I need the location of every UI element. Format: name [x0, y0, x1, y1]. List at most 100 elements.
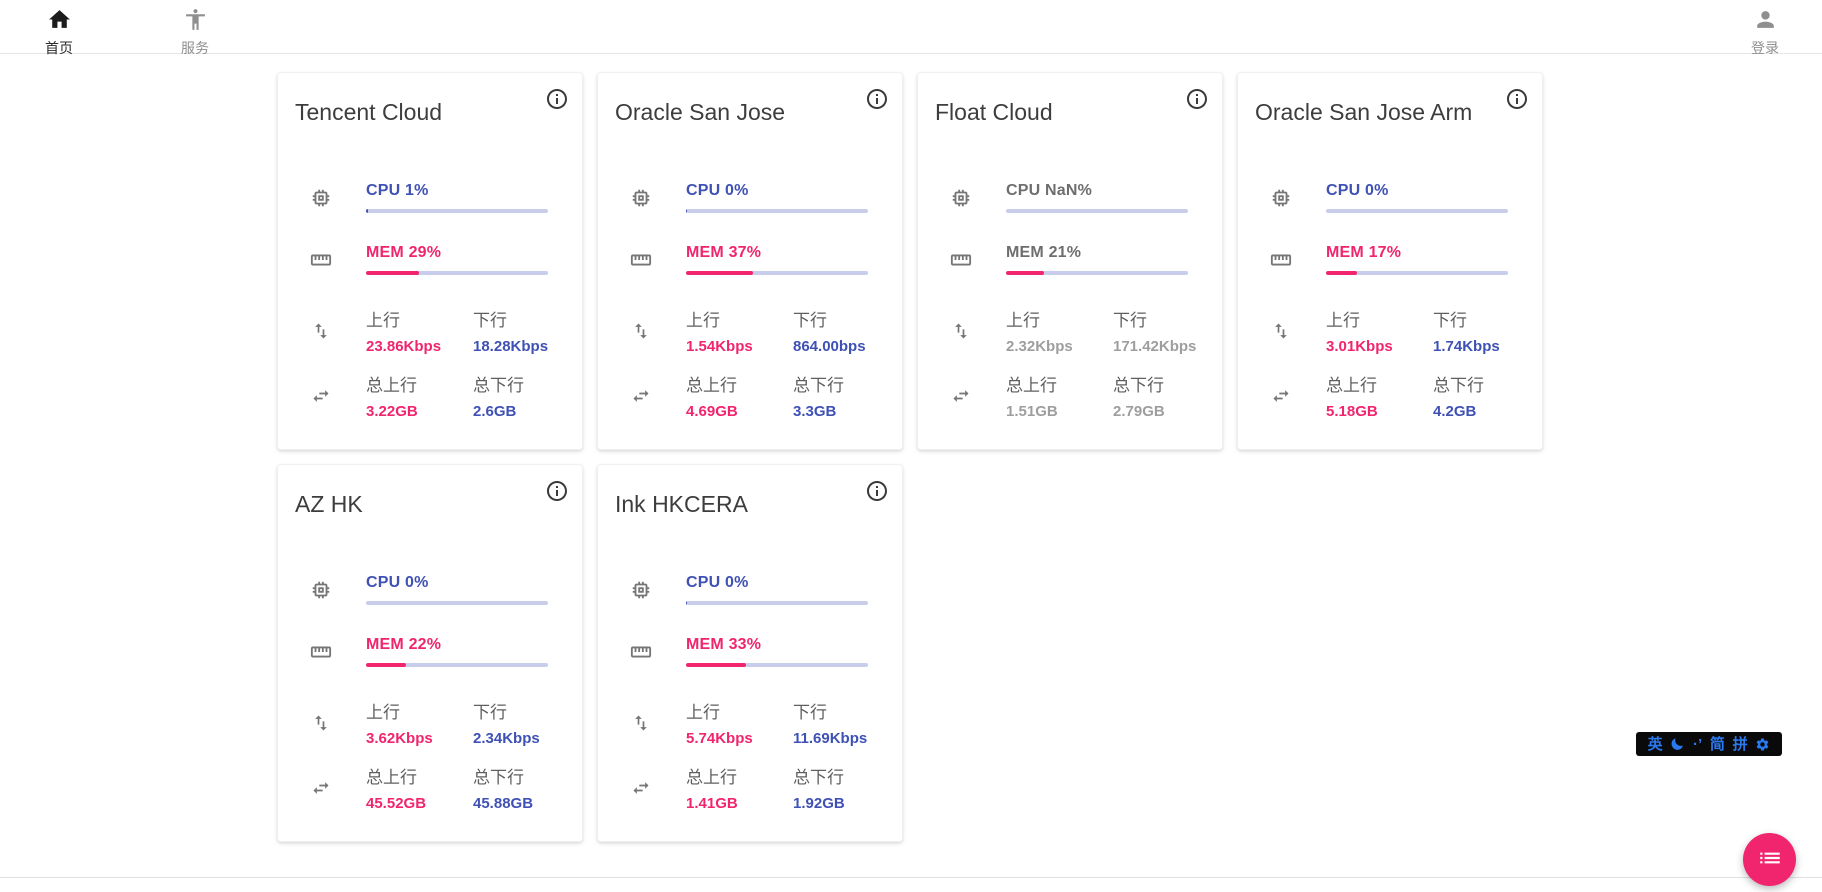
- server-list-fab[interactable]: [1743, 833, 1796, 886]
- total-upload-label: 总上行: [366, 376, 417, 395]
- speed-row: 上行 3.62Kbps 下行 2.34Kbps: [278, 698, 582, 747]
- info-button[interactable]: [865, 479, 889, 503]
- mem-progress-track: [366, 663, 548, 667]
- info-button[interactable]: [545, 87, 569, 111]
- total-download-label: 总下行: [793, 768, 844, 787]
- cpu-progress-track: [366, 209, 548, 213]
- memory-ruler-icon: [303, 249, 339, 271]
- mem-progress-track: [366, 271, 548, 275]
- ime-simplified-toggle[interactable]: 简: [1709, 735, 1725, 753]
- total-upload-value: 4.69GB: [686, 403, 738, 420]
- main-content: Tencent Cloud CPU 1%: [0, 54, 1822, 842]
- upload-speed-value: 3.01Kbps: [1326, 338, 1393, 355]
- cpu-row: CPU NaN%: [918, 182, 1222, 213]
- mem-usage-label: MEM 21%: [1006, 244, 1082, 261]
- footer-divider: [0, 877, 1822, 878]
- download-speed-value: 2.34Kbps: [473, 730, 540, 747]
- info-button[interactable]: [865, 87, 889, 111]
- ime-punctuation-toggle[interactable]: ·’: [1693, 735, 1703, 753]
- memory-ruler-icon: [623, 641, 659, 663]
- navbar-right-group: 登录: [1742, 0, 1788, 56]
- upload-label: 上行: [366, 703, 400, 722]
- info-icon: [865, 89, 889, 114]
- ime-english-toggle[interactable]: 英: [1647, 735, 1663, 753]
- server-card-stats: CPU 0% MEM 22%: [278, 574, 582, 812]
- top-navbar: 首页 服务 登录: [0, 0, 1822, 56]
- server-card-stats: CPU 0% MEM 37%: [598, 182, 902, 420]
- total-download-label: 总下行: [1113, 376, 1164, 395]
- server-card-title: Oracle San Jose: [615, 99, 786, 125]
- ime-pinyin-toggle[interactable]: 拼: [1732, 735, 1748, 753]
- server-card-stats: CPU 1% MEM 29%: [278, 182, 582, 420]
- nav-item-home[interactable]: 首页: [36, 0, 82, 56]
- info-button[interactable]: [1185, 87, 1209, 111]
- total-download-label: 总下行: [1433, 376, 1484, 395]
- mem-usage-label: MEM 17%: [1326, 244, 1402, 261]
- cpu-chip-icon: [303, 579, 339, 601]
- server-card-title: AZ HK: [295, 491, 363, 517]
- server-card: Oracle San Jose CPU 0%: [597, 72, 903, 450]
- person-icon: [1753, 7, 1778, 37]
- upload-label: 上行: [686, 703, 720, 722]
- server-card: Float Cloud CPU NaN%: [917, 72, 1223, 450]
- cpu-row: CPU 0%: [598, 182, 902, 213]
- mem-row: MEM 37%: [598, 244, 902, 275]
- cpu-chip-icon: [623, 579, 659, 601]
- list-icon: [1757, 845, 1783, 874]
- cpu-usage-label: CPU 0%: [686, 182, 749, 199]
- mem-progress-track: [686, 271, 868, 275]
- cpu-row: CPU 1%: [278, 182, 582, 213]
- server-card-title: Float Cloud: [935, 99, 1053, 125]
- server-card-title: Tencent Cloud: [295, 99, 443, 125]
- cpu-bar-fill: [366, 209, 368, 213]
- total-download-value: 45.88GB: [473, 795, 534, 812]
- mem-usage-label: MEM 33%: [686, 636, 762, 653]
- nav-item-login-label: 登录: [1751, 40, 1779, 56]
- server-card: Tencent Cloud CPU 1%: [277, 72, 583, 450]
- total-download-value: 2.79GB: [1113, 403, 1165, 420]
- cpu-chip-icon: [943, 187, 979, 209]
- gear-icon[interactable]: [1755, 737, 1770, 752]
- upload-label: 上行: [366, 311, 400, 330]
- navbar-left-group: 首页 服务: [36, 0, 218, 56]
- cpu-usage-label: CPU NaN%: [1006, 182, 1093, 199]
- swap-vert-icon: [1263, 321, 1299, 341]
- download-speed-value: 864.00bps: [793, 338, 866, 355]
- swap-horiz-icon: [623, 386, 659, 406]
- total-download-label: 总下行: [793, 376, 844, 395]
- mem-bar-fill: [366, 663, 407, 667]
- nav-item-services-label: 服务: [181, 40, 209, 56]
- mem-bar-fill: [366, 271, 419, 275]
- cpu-usage-label: CPU 0%: [1326, 182, 1389, 199]
- cpu-row: CPU 0%: [278, 574, 582, 605]
- info-button[interactable]: [545, 479, 569, 503]
- total-download-value: 4.2GB: [1433, 403, 1477, 420]
- server-card: Ink HKCERA CPU 0%: [597, 464, 903, 842]
- memory-ruler-icon: [623, 249, 659, 271]
- mem-bar-fill: [1326, 271, 1357, 275]
- total-download-label: 总下行: [473, 376, 524, 395]
- mem-row: MEM 33%: [598, 636, 902, 667]
- upload-label: 上行: [1326, 311, 1360, 330]
- info-icon: [1505, 89, 1529, 114]
- upload-speed-value: 3.62Kbps: [366, 730, 433, 747]
- total-upload-label: 总上行: [1006, 376, 1057, 395]
- mem-bar-fill: [686, 271, 754, 275]
- server-card-stats: CPU 0% MEM 33%: [598, 574, 902, 812]
- upload-label: 上行: [1006, 311, 1040, 330]
- total-download-label: 总下行: [473, 768, 524, 787]
- moon-icon[interactable]: [1670, 737, 1685, 752]
- total-row: 总上行 3.22GB 总下行 2.6GB: [278, 371, 582, 420]
- nav-item-login[interactable]: 登录: [1742, 0, 1788, 56]
- server-card-stats: CPU NaN% MEM 21%: [918, 182, 1222, 420]
- download-speed-value: 171.42Kbps: [1113, 338, 1197, 355]
- nav-item-services[interactable]: 服务: [172, 0, 218, 56]
- ime-status-bar: 英 ·’ 简 拼: [1636, 732, 1782, 756]
- total-download-value: 2.6GB: [473, 403, 517, 420]
- info-button[interactable]: [1505, 87, 1529, 111]
- speed-row: 上行 5.74Kbps 下行 11.69Kbps: [598, 698, 902, 747]
- swap-vert-icon: [303, 321, 339, 341]
- server-card-title: Oracle San Jose Arm: [1255, 99, 1473, 125]
- swap-vert-icon: [303, 713, 339, 733]
- total-upload-value: 1.41GB: [686, 795, 738, 812]
